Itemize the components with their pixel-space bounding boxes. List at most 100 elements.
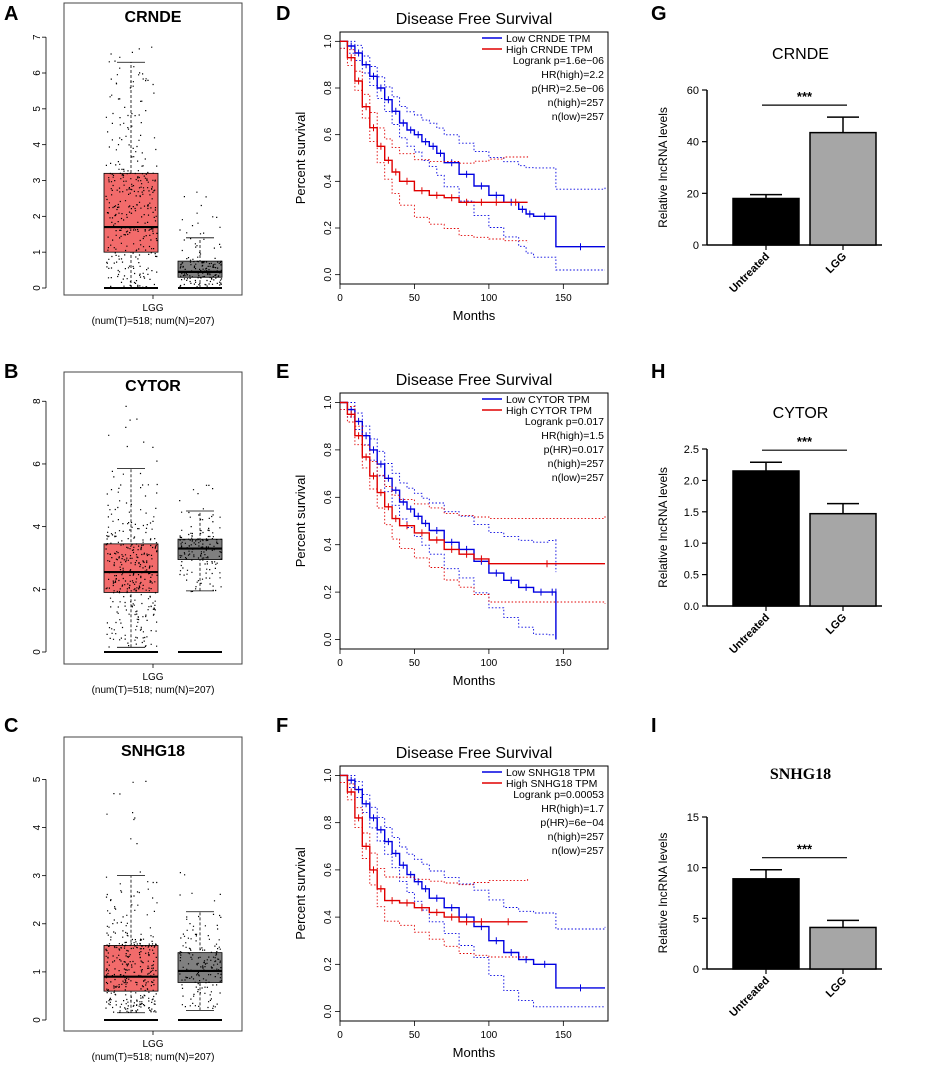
x-tick-label: 150 [555, 1030, 572, 1041]
stat-text: p(HR)=6e−04 [540, 817, 604, 829]
category-label: LGG [824, 975, 849, 1000]
y-tick-label: 2.5 [684, 444, 699, 456]
x-tick-label: 0 [337, 1030, 343, 1041]
survival-series-low [340, 774, 606, 1008]
stat-text: HR(high)=1.7 [541, 803, 604, 815]
y-tick-label: 0.0 [323, 267, 334, 281]
y-tick-label: 1 [32, 969, 43, 975]
panel-label-g: G [651, 3, 667, 25]
y-tick-label: 6 [32, 461, 43, 467]
legend-label: High SNHG18 TPM [506, 778, 597, 790]
y-tick-label: 0.6 [323, 863, 334, 877]
ci-lower [340, 782, 605, 1008]
stat-text: n(low)=257 [552, 472, 604, 484]
plot-frame [339, 765, 609, 1022]
panel-label-i: I [651, 715, 657, 737]
bar-untreated [732, 470, 800, 607]
data-points [179, 484, 222, 593]
x-axis-label: Months [453, 673, 496, 688]
chart-title: SNHG18 [770, 766, 831, 783]
y-tick-label: 0.2 [323, 585, 334, 599]
survival-series-high [340, 774, 529, 959]
y-tick-label: 2.0 [684, 475, 699, 487]
stat-text: Logrank p=0.00053 [513, 789, 604, 801]
boxplot-crnde: CRNDE 0 1 2 3 4 5 6 7 LGG (num(T)=518; num(N)=207) [32, 2, 243, 327]
category-label: Untreated [727, 251, 772, 296]
barchart-crnde: CRNDE 0 20 40 60 Relative lncRNA levels Untrea… [656, 46, 882, 295]
boxplot-cytor: CYTOR 0 2 4 6 8 LGG (num(T)=518; num(N)=207) [32, 371, 243, 696]
y-tick-label: 0.8 [323, 443, 334, 457]
y-tick-label: 0.6 [323, 127, 334, 141]
survival-series-low [340, 401, 557, 640]
legend-label: Low CYTOR TPM [506, 394, 590, 406]
panel-label-c: C [4, 715, 18, 737]
x-axis-label: Months [453, 308, 496, 323]
x-tick-label: 150 [555, 293, 572, 304]
x-tick-label: 50 [409, 1030, 421, 1041]
ci-upper [340, 402, 557, 573]
ci-lower [340, 47, 529, 243]
box [103, 945, 159, 992]
y-tick-label: 7 [32, 34, 43, 40]
panel-label-b: B [4, 361, 18, 383]
x-axis-label: Months [453, 1045, 496, 1060]
stat-text: HR(high)=2.2 [541, 69, 604, 81]
plot-title: Disease Free Survival [396, 11, 553, 28]
y-tick-label: 0.4 [323, 910, 334, 924]
x-sublabel: (num(T)=518; num(N)=207) [92, 1052, 215, 1063]
chart-title: CYTOR [773, 405, 829, 422]
survival-series-low [340, 40, 606, 271]
legend-label: High CYTOR TPM [506, 405, 592, 417]
ci-upper [340, 402, 606, 519]
y-tick-label: 5 [32, 776, 43, 782]
y-tick-label: 4 [32, 824, 43, 830]
y-tick-label: 40 [687, 137, 699, 149]
significance-stars: *** [797, 842, 813, 857]
stat-text: n(low)=257 [552, 845, 604, 857]
censor-marks [350, 410, 548, 568]
y-tick-label: 20 [687, 188, 699, 200]
y-tick-label: 0 [693, 240, 699, 252]
x-sublabel: (num(T)=518; num(N)=207) [92, 316, 215, 327]
y-tick-label: 4 [32, 523, 43, 529]
y-tick-label: 0 [693, 964, 699, 976]
plot-frame [339, 31, 609, 285]
survival-plot-crnde: Disease Free Survival 0 50 100 150 0.0 0.2 0.4 0… [293, 11, 609, 323]
censor-marks [350, 406, 557, 596]
bar-untreated [732, 197, 800, 246]
survival-plot-cytor: Disease Free Survival 0 50 100 150 0.0 0.2 0.4 0… [293, 372, 609, 688]
plot-frame [63, 371, 243, 665]
y-tick-label: 3 [32, 872, 43, 878]
y-tick-label: 1.0 [323, 34, 334, 48]
x-tick-label: 0 [337, 293, 343, 304]
plot-title: Disease Free Survival [396, 372, 553, 389]
ci-lower [340, 47, 605, 271]
plot-title: CYTOR [125, 378, 181, 395]
y-axis-label: Relative lncRNA levels [656, 107, 670, 228]
legend-label: Low CRNDE TPM [506, 33, 590, 45]
category-label: LGG [824, 612, 849, 637]
y-tick-label: 15 [687, 812, 699, 824]
x-label: LGG [142, 672, 163, 683]
box-group-tumor [103, 405, 159, 653]
y-tick-label: 0.6 [323, 490, 334, 504]
ci-upper [340, 774, 529, 886]
bar-untreated [732, 878, 800, 970]
y-tick-label: 1.5 [684, 507, 699, 519]
y-tick-label: 1.0 [323, 768, 334, 782]
ci-lower [340, 782, 529, 959]
y-tick-label: 5 [693, 913, 699, 925]
data-points [179, 872, 222, 1009]
y-tick-label: 8 [32, 398, 43, 404]
x-tick-label: 0 [337, 658, 343, 669]
y-tick-label: 0 [32, 649, 43, 655]
plot-title: CRNDE [125, 9, 182, 26]
panel-label-h: H [651, 361, 665, 383]
legend-label: High CRNDE TPM [506, 44, 593, 56]
stat-text: p(HR)=0.017 [544, 444, 605, 456]
panel-label-d: D [276, 3, 290, 25]
box-group-normal [177, 872, 223, 1021]
x-tick-label: 100 [481, 1030, 498, 1041]
y-tick-label: 1 [32, 249, 43, 255]
